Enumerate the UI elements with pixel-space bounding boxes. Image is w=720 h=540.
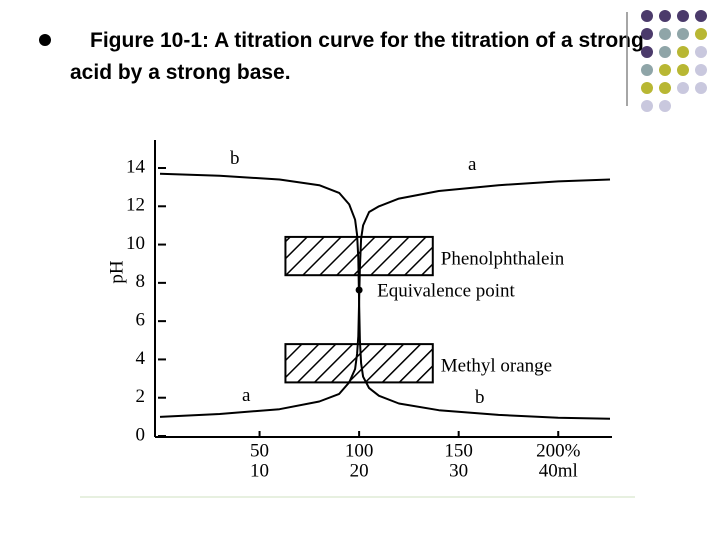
- x2-tick-label: 30: [449, 460, 468, 481]
- y-tick-label: 10: [126, 233, 145, 254]
- y-tick-label: 14: [126, 156, 146, 177]
- equivalence-point: [355, 286, 363, 294]
- curve: [159, 172, 611, 420]
- x2-tick-label: 20: [350, 460, 369, 481]
- x-tick-label: 200%: [536, 440, 581, 461]
- curve-label: b: [230, 148, 240, 169]
- y-tick-label: 0: [136, 424, 146, 445]
- equivalence-label: Equivalence point: [377, 280, 515, 301]
- y-tick-label: 4: [136, 348, 146, 369]
- indicator-label: Phenolphthalein: [441, 248, 565, 269]
- y-tick-label: 8: [136, 271, 146, 292]
- x2-tick-label: 10: [250, 460, 269, 481]
- y-tick-label: 6: [136, 310, 146, 331]
- decoration: [641, 10, 707, 112]
- curve-label: b: [475, 387, 485, 408]
- indicator-label: Methyl orange: [441, 356, 552, 377]
- indicator-band: [284, 343, 434, 384]
- y-tick-label: 2: [136, 386, 146, 407]
- y-tick-label: 12: [126, 195, 145, 216]
- slide-title: Figure 10-1: A titration curve for the t…: [70, 29, 644, 84]
- curve-label: a: [468, 154, 477, 175]
- bullet: [39, 34, 51, 46]
- y-axis-label: pH: [106, 260, 127, 284]
- x-tick-label: 100: [345, 440, 374, 461]
- x-tick-label: 150: [444, 440, 473, 461]
- curve-label: a: [242, 385, 251, 406]
- x2-tick-label: 40ml: [539, 460, 578, 481]
- x-tick-label: 50: [250, 440, 269, 461]
